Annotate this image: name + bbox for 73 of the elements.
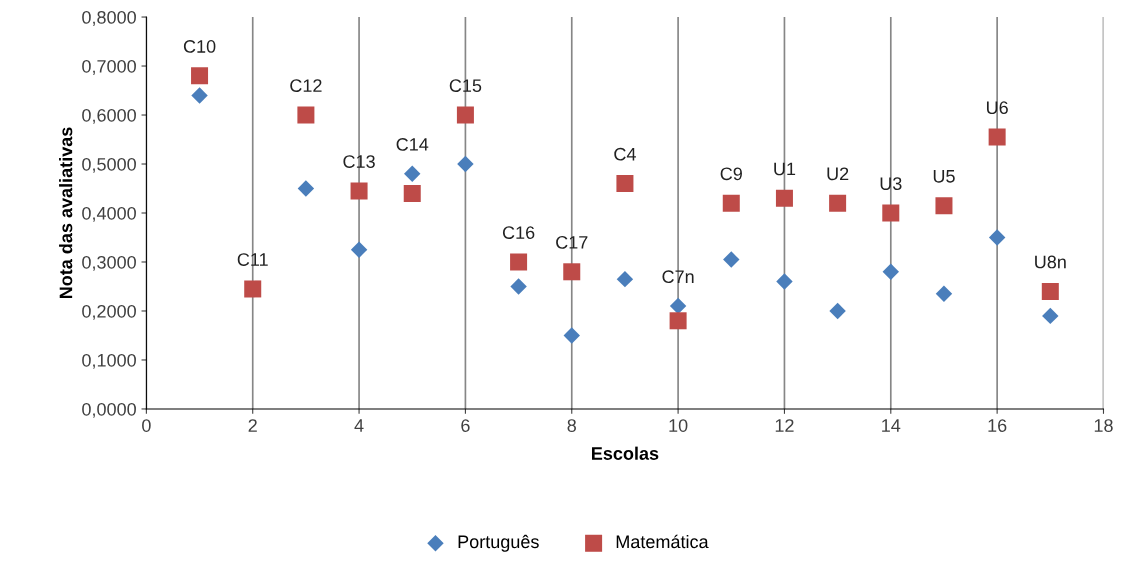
annotation: C16 [502,226,535,239]
annotation: U5 [933,170,955,183]
annotation: C7n [662,270,694,284]
annotation: C17 [556,235,588,249]
annotation: C12 [290,79,322,93]
point [882,204,900,222]
point [669,297,687,315]
point [350,182,368,200]
point [776,273,793,290]
y-tick-label: 0,7000 [82,59,136,75]
legend-label: Matemática [616,534,709,549]
annotation: C4 [614,147,636,161]
y-tick-label: 0,0000 [82,402,136,418]
y-tick-label: 0,8000 [82,10,136,26]
point [510,278,527,295]
annotation: C14 [396,138,429,151]
point [563,263,581,281]
annotation: U6 [986,101,1008,115]
point [403,184,421,202]
x-tick-label: 14 [882,419,901,432]
annotation: C10 [183,40,216,53]
point [404,165,421,183]
y-tick-label: 0,4000 [82,206,136,222]
point [191,87,208,104]
annotation: C15 [449,79,482,93]
annotation: C9 [720,167,742,181]
y-tick-label: 0,5000 [82,157,136,173]
point [297,106,315,124]
point [669,312,687,330]
point [456,106,474,124]
point [988,128,1006,146]
x-tick-label: 2 [248,419,257,432]
annotation: U3 [880,177,902,190]
point [722,194,740,212]
point [244,280,262,298]
point [616,270,634,288]
point [616,175,634,193]
x-tick-label: 4 [354,419,364,432]
point [829,194,847,212]
x-tick-label: 6 [461,419,470,432]
point [829,302,846,320]
annotation: U1 [774,162,796,176]
y-tick-label: 0,6000 [82,108,136,124]
point [935,285,953,303]
legend-label: Português [458,534,539,552]
point [988,229,1006,246]
point [1041,282,1059,300]
y-tick-label: 0,2000 [82,304,136,320]
x-tick-label: 18 [1094,419,1113,432]
y-tick-label: 0,1000 [82,353,136,369]
annotation: C11 [237,253,268,266]
point [563,327,580,344]
point [935,197,953,215]
annotation: U2 [827,167,849,181]
x-tick-label: 12 [775,419,794,432]
y-tick-label: 0,3000 [82,255,136,271]
point [191,67,209,85]
x-tick-label: 10 [669,419,688,432]
x-tick-label: 0 [142,419,151,432]
annotation: C13 [343,155,375,168]
point [510,253,528,271]
point [350,241,368,258]
point [723,251,740,268]
x-axis-title: Escolas [592,446,659,460]
point [1042,307,1059,325]
point [457,155,474,173]
point [297,180,315,197]
x-tick-label: 16 [988,419,1007,432]
y-axis-title: Nota das avaliativas [59,127,73,299]
point [775,189,793,207]
x-tick-label: 8 [567,419,576,432]
annotation: U8n [1035,255,1066,269]
point [882,263,900,280]
